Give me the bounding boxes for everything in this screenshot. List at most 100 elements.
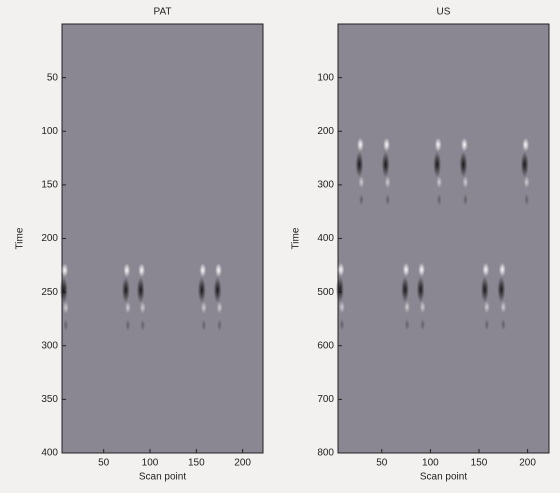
signal-bright [356, 137, 364, 152]
y-tick-label: 50 [47, 72, 59, 83]
y-tick-label: 600 [317, 340, 334, 351]
x-tick-label: 50 [98, 458, 110, 469]
signal-tail [339, 318, 345, 331]
signal-dark [136, 276, 145, 303]
signal-bright [419, 301, 426, 314]
signal-dark [355, 151, 364, 178]
signal-dark [416, 276, 425, 303]
panel-title: PAT [154, 7, 172, 18]
signal [433, 137, 443, 206]
y-tick-label: 400 [317, 233, 334, 244]
panel-title: US [437, 7, 451, 18]
y-axis-label: Time [291, 227, 302, 249]
signal-tail [217, 319, 223, 332]
x-tick-label: 150 [471, 458, 488, 469]
signal-bright [384, 176, 391, 189]
signal-bright [139, 301, 146, 314]
signal-tail [63, 319, 69, 332]
x-axis-label: Scan point [139, 472, 186, 483]
signal [197, 263, 207, 332]
signal-bright [124, 301, 131, 314]
signal [213, 263, 223, 332]
x-tick-label: 100 [142, 458, 159, 469]
y-tick-label: 100 [317, 72, 334, 83]
signal-tail [125, 319, 131, 332]
signal-dark [197, 276, 206, 303]
signal-bright [338, 301, 345, 314]
signal-bright [383, 137, 391, 152]
y-tick-label: 300 [317, 180, 334, 191]
signal-dark [433, 151, 442, 178]
signal [136, 263, 146, 332]
signal-bright [523, 176, 530, 189]
signal-bright [404, 301, 411, 314]
signal-bright [498, 262, 506, 277]
signal [381, 137, 391, 206]
signal-bright [483, 301, 490, 314]
signal [480, 262, 490, 331]
signal-bright [138, 263, 146, 278]
y-tick-label: 100 [41, 126, 58, 137]
signal-dark [213, 276, 222, 303]
signal-bright [434, 137, 442, 152]
signal-bright [402, 262, 410, 277]
signal-dark [497, 276, 506, 303]
x-tick-label: 150 [188, 458, 205, 469]
y-tick-label: 700 [317, 394, 334, 405]
signal-bright [436, 176, 443, 189]
signal-dark [59, 276, 68, 303]
x-tick-label: 50 [376, 458, 388, 469]
signal [335, 262, 345, 331]
signal [355, 137, 365, 206]
signal-dark [401, 276, 410, 303]
signal [416, 262, 426, 331]
x-axis-label: Scan point [420, 472, 467, 483]
signal-bright [462, 176, 469, 189]
signal-tail [524, 193, 530, 206]
y-tick-label: 250 [41, 287, 58, 298]
signal-dark [335, 276, 344, 303]
signal-dark [520, 151, 529, 178]
signal-bright [216, 301, 223, 314]
plot-area [337, 23, 550, 454]
y-tick-label: 500 [317, 287, 334, 298]
signal [497, 262, 507, 331]
signal-bright [61, 263, 69, 278]
y-tick-label: 400 [41, 448, 58, 459]
signal-tail [436, 193, 442, 206]
signal-tail [140, 319, 146, 332]
x-tick-label: 200 [519, 458, 536, 469]
signal-bright [500, 301, 507, 314]
signal-tail [484, 318, 490, 331]
signal-bright [200, 301, 207, 314]
signal-bright [62, 301, 69, 314]
signal-tail [358, 193, 364, 206]
signal-tail [404, 318, 410, 331]
signal-bright [482, 262, 490, 277]
signal [121, 263, 131, 332]
signal-bright [337, 262, 345, 277]
signal-bright [199, 263, 207, 278]
y-tick-label: 350 [41, 394, 58, 405]
y-tick-label: 150 [41, 180, 58, 191]
signal-dark [459, 151, 468, 178]
x-tick-label: 200 [234, 458, 251, 469]
signal-dark [381, 151, 390, 178]
signal [459, 137, 469, 206]
signal-bright [358, 176, 365, 189]
signal-tail [385, 193, 391, 206]
signal-tail [420, 318, 426, 331]
signal-dark [121, 276, 130, 303]
y-tick-label: 800 [317, 448, 334, 459]
signal-bright [418, 262, 426, 277]
signal-dark [480, 276, 489, 303]
signal [401, 262, 411, 331]
signal-bright [215, 263, 223, 278]
signal [520, 137, 530, 206]
y-axis-label: Time [15, 227, 26, 249]
signal [59, 263, 69, 332]
signal-bright [123, 263, 131, 278]
signal-tail [462, 193, 468, 206]
